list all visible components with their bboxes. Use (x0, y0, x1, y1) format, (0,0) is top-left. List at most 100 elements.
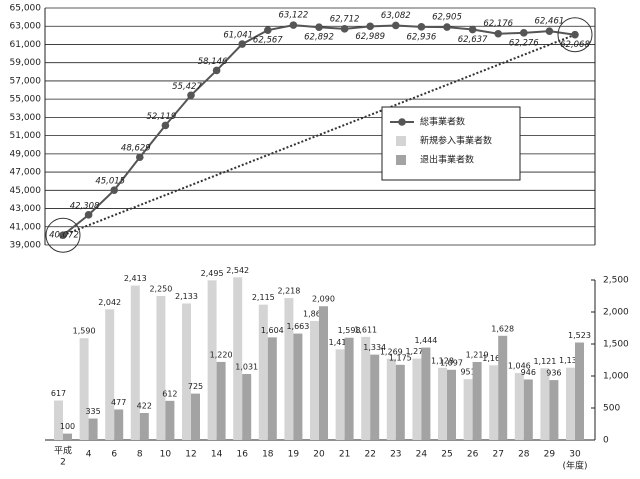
line-point (468, 25, 477, 34)
bar (258, 304, 268, 440)
bar (523, 379, 533, 440)
bar (105, 309, 115, 440)
y-tick-label: 65,000 (10, 4, 42, 14)
highlight-circle (45, 217, 81, 253)
y-tick-label: 61,000 (10, 40, 42, 50)
bar (514, 373, 524, 440)
bar (463, 379, 473, 440)
value-label: 1,272 (405, 347, 428, 356)
line-point (59, 231, 67, 240)
x-tick-label: 2 (60, 458, 66, 468)
value-label: 62,176 (483, 19, 513, 29)
value-label: 48,629 (121, 144, 151, 154)
line-point (494, 29, 503, 38)
value-label: 63,122 (279, 11, 309, 21)
line-point (161, 121, 170, 130)
x-tick-label: 4 (86, 450, 92, 460)
y-tick-label: 59,000 (10, 58, 42, 68)
line-point (238, 40, 246, 48)
y2-tick-label: 500 (603, 404, 620, 414)
line-point (417, 23, 426, 31)
value-label: 612 (162, 389, 177, 398)
x-tick-label: 8 (137, 450, 143, 460)
value-label: 1,128 (431, 356, 454, 365)
value-label: 42,308 (70, 201, 100, 211)
line-point (545, 27, 554, 35)
bar (79, 338, 89, 440)
x-tick-label: 21 (339, 450, 350, 460)
highlight-circle (557, 17, 593, 53)
x-unit-label: (年度) (562, 460, 587, 472)
value-label: 1,269 (380, 347, 403, 356)
value-label: 62,637 (458, 35, 488, 45)
bar (182, 303, 191, 440)
bar (344, 337, 354, 440)
bar (566, 367, 575, 440)
x-era-label: 平成 (54, 445, 72, 457)
bar (165, 400, 175, 440)
bar (335, 349, 345, 440)
bar (293, 333, 303, 440)
x-tick-label: 14 (211, 450, 223, 460)
x-tick-label: 20 (313, 450, 325, 460)
x-tick-label: 23 (390, 450, 401, 460)
y2-tick-label: 0 (603, 436, 609, 446)
y-tick-label: 49,000 (10, 149, 42, 159)
x-tick-label: 16 (236, 450, 248, 460)
x-tick-label: 28 (518, 450, 530, 460)
bar (242, 374, 252, 440)
value-label: 62,461 (535, 17, 565, 27)
bar (489, 365, 499, 440)
bar (395, 364, 405, 440)
legend-label: 総事業者数 (420, 116, 465, 128)
value-label: 1,860 (303, 309, 326, 318)
x-tick-label: 25 (441, 450, 452, 460)
y-tick-label: 57,000 (10, 76, 42, 86)
line-point (136, 153, 144, 162)
y2-tick-label: 2,500 (603, 276, 629, 286)
bar (361, 336, 371, 440)
value-label: 1,121 (533, 357, 556, 366)
x-tick-label: 29 (544, 450, 556, 460)
line-point (520, 29, 528, 37)
value-label: 951 (460, 368, 475, 377)
value-label: 1,611 (354, 325, 377, 334)
line-point (187, 91, 195, 100)
bar (191, 393, 200, 440)
bar (216, 361, 226, 440)
y-tick-label: 63,000 (10, 22, 42, 32)
value-label: 1,046 (508, 362, 531, 371)
bar (139, 412, 149, 440)
value-label: 2,090 (312, 295, 335, 304)
value-label: 52,119 (147, 112, 177, 122)
line-point (264, 26, 272, 34)
x-tick-label: 27 (492, 450, 503, 460)
line-point (110, 186, 118, 194)
bar (438, 367, 447, 440)
value-label: 61,041 (223, 31, 253, 41)
value-label: 45,015 (95, 177, 125, 187)
bar (412, 358, 422, 440)
value-label: 62,905 (432, 13, 462, 23)
line-point (443, 23, 451, 31)
line-point (366, 22, 375, 31)
x-tick-label: 26 (467, 450, 479, 460)
value-label: 40,072 (49, 231, 79, 241)
value-label: 1,604 (261, 326, 284, 335)
value-label: 63,082 (381, 11, 411, 21)
bar (370, 354, 380, 440)
line-point (289, 21, 298, 29)
value-label: 2,133 (175, 292, 198, 301)
bar (575, 342, 584, 440)
value-label: 62,712 (330, 14, 360, 24)
bar (319, 306, 328, 440)
bar (63, 433, 72, 440)
y-tick-label: 55,000 (10, 95, 42, 105)
value-label: 1,444 (414, 336, 437, 345)
y2-tick-label: 1,000 (603, 372, 629, 382)
value-label: 1,220 (210, 350, 233, 359)
value-label: 1,590 (73, 327, 96, 336)
value-label: 725 (188, 382, 203, 391)
value-label: 100 (60, 422, 75, 431)
bar (130, 285, 140, 440)
